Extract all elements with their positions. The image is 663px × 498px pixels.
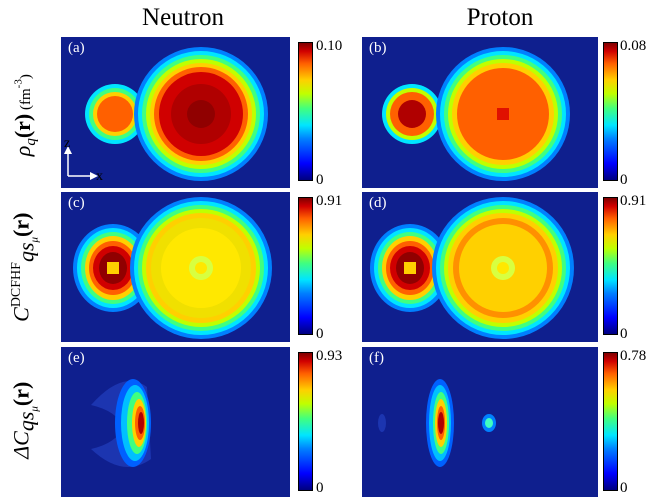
colorbar-min-c: 0 (316, 326, 324, 342)
panel-e-neutron-delta-c: (e) (61, 347, 290, 497)
colorbar-min-f: 0 (620, 480, 628, 496)
colorbar-max-b: 0.08 (620, 38, 647, 54)
localization-map (73, 197, 272, 339)
axes-arrows-icon (64, 146, 98, 180)
panel-d-proton-dcfhf: (d) (362, 192, 598, 342)
localization-map (370, 197, 574, 339)
colorbar-max-f: 0.78 (620, 348, 647, 364)
panel-tag: (f) (369, 350, 384, 366)
panel-f-proton-delta-c: (f) (362, 347, 598, 497)
colorbar-min-e: 0 (316, 480, 324, 496)
panel-tag: (b) (369, 40, 387, 56)
axes-indicator: z x (64, 136, 104, 184)
column-title-proton: Proton (466, 4, 534, 31)
difference-map (378, 379, 496, 467)
panel-tag: (d) (369, 195, 387, 211)
colorbar-max-c: 0.91 (316, 193, 343, 209)
panel-tag: (c) (68, 195, 85, 211)
colorbar-a (298, 42, 313, 181)
column-title-neutron: Neutron (142, 4, 224, 31)
colorbar-min-a: 0 (316, 172, 324, 188)
density-map (382, 47, 570, 181)
axis-z-label: z (64, 136, 71, 151)
panel-tag: (e) (68, 350, 85, 366)
difference-map (91, 379, 151, 467)
panel-c-neutron-dcfhf: (c) (61, 192, 290, 342)
colorbar-d (603, 197, 618, 335)
colorbar-max-a: 0.10 (316, 38, 343, 54)
density-map (85, 47, 268, 181)
panel-tag: (a) (68, 40, 85, 56)
colorbar-min-d: 0 (620, 326, 628, 342)
panel-a-neutron-density: (a) (61, 37, 290, 188)
colorbar-c (298, 197, 313, 335)
colorbar-min-b: 0 (620, 172, 628, 188)
colorbar-f (603, 352, 618, 491)
panel-b-proton-density: (b) (362, 37, 598, 188)
colorbar-max-e: 0.93 (316, 348, 343, 364)
colorbar-e (298, 352, 313, 491)
colorbar-b (603, 42, 618, 181)
axis-x-label: x (96, 169, 103, 184)
colorbar-max-d: 0.91 (620, 193, 647, 209)
